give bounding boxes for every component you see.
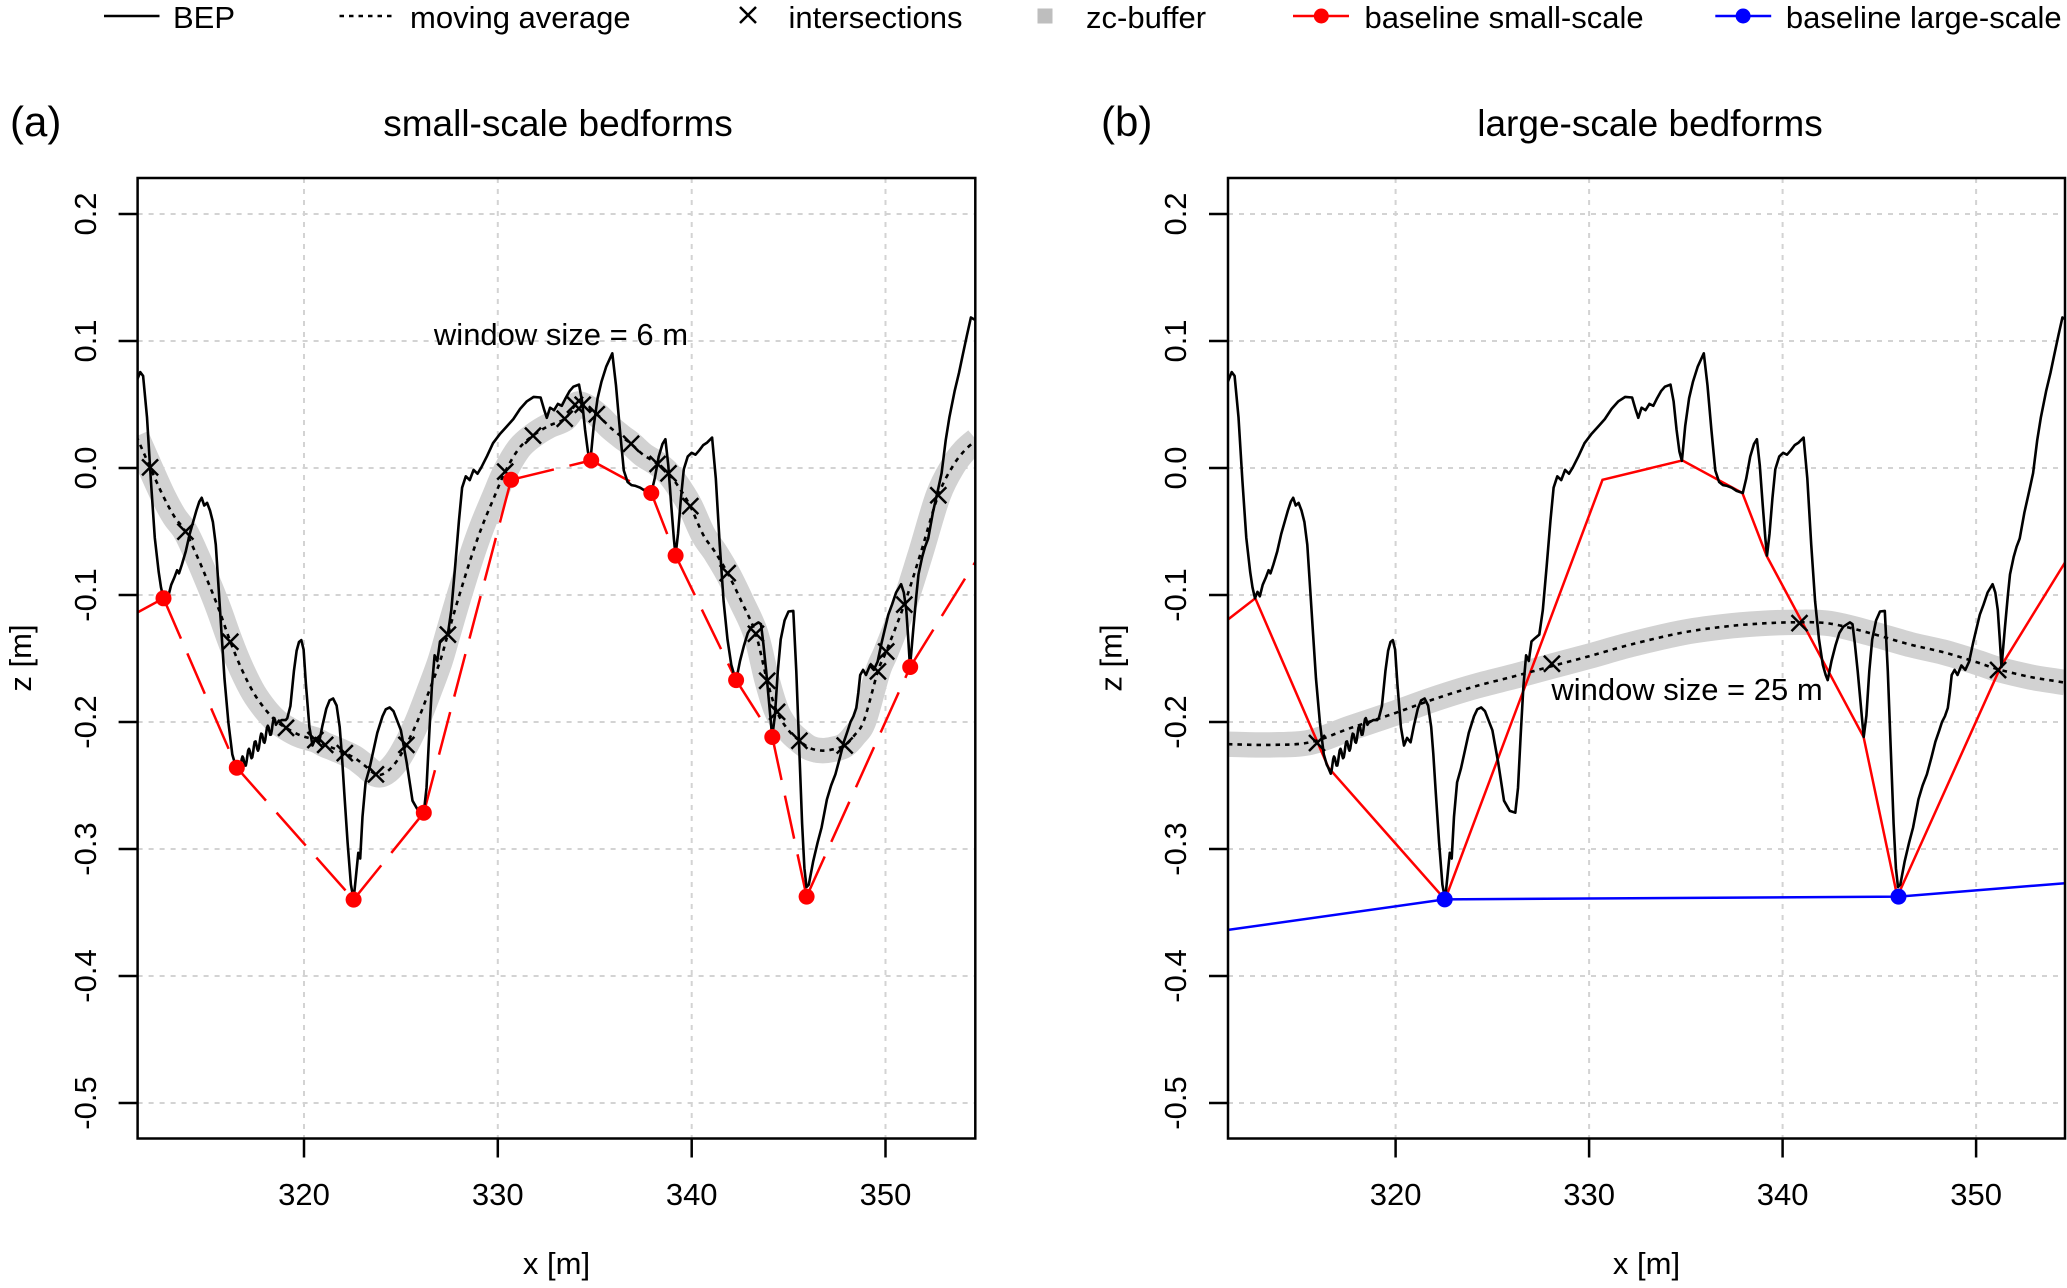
svg-text:330: 330 <box>1563 1177 1615 1212</box>
svg-text:-0.5: -0.5 <box>68 1076 103 1129</box>
svg-text:-0.1: -0.1 <box>1158 568 1193 621</box>
svg-text:-0.2: -0.2 <box>1158 695 1193 748</box>
svg-text:window size = 6 m: window size = 6 m <box>433 317 688 352</box>
svg-text:baseline small-scale: baseline small-scale <box>1365 0 1644 35</box>
svg-text:350: 350 <box>860 1177 912 1212</box>
svg-text:x [m]: x [m] <box>1613 1246 1680 1281</box>
svg-text:BEP: BEP <box>173 0 235 35</box>
svg-text:0.2: 0.2 <box>68 192 103 235</box>
svg-text:-0.5: -0.5 <box>1158 1076 1193 1129</box>
svg-text:-0.1: -0.1 <box>68 568 103 621</box>
svg-text:-0.2: -0.2 <box>68 695 103 748</box>
svg-text:x [m]: x [m] <box>523 1246 590 1281</box>
svg-text:0.1: 0.1 <box>68 319 103 362</box>
svg-text:320: 320 <box>1370 1177 1422 1212</box>
svg-text:intersections: intersections <box>789 0 963 35</box>
svg-text:-0.3: -0.3 <box>68 822 103 875</box>
svg-text:z [m]: z [m] <box>1093 624 1128 691</box>
svg-text:window size = 25 m: window size = 25 m <box>1550 672 1822 707</box>
svg-text:z [m]: z [m] <box>3 624 38 691</box>
svg-text:baseline large-scale: baseline large-scale <box>1786 0 2062 35</box>
svg-text:0.1: 0.1 <box>1158 319 1193 362</box>
svg-text:-0.4: -0.4 <box>68 949 103 1002</box>
svg-text:moving average: moving average <box>410 0 631 35</box>
svg-text:340: 340 <box>666 1177 718 1212</box>
svg-text:(b): (b) <box>1101 98 1152 145</box>
svg-text:320: 320 <box>278 1177 330 1212</box>
svg-text:0.0: 0.0 <box>68 446 103 489</box>
svg-text:(a): (a) <box>10 98 61 145</box>
svg-text:zc-buffer: zc-buffer <box>1086 0 1206 35</box>
svg-text:350: 350 <box>1950 1177 2002 1212</box>
svg-text:330: 330 <box>472 1177 524 1212</box>
svg-text:-0.3: -0.3 <box>1158 822 1193 875</box>
svg-text:small-scale bedforms: small-scale bedforms <box>383 103 733 144</box>
svg-text:large-scale bedforms: large-scale bedforms <box>1477 103 1822 144</box>
svg-text:-0.4: -0.4 <box>1158 949 1193 1002</box>
svg-text:0.2: 0.2 <box>1158 192 1193 235</box>
svg-text:340: 340 <box>1757 1177 1809 1212</box>
svg-text:0.0: 0.0 <box>1158 446 1193 489</box>
